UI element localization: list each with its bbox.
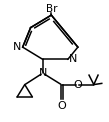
Text: N: N xyxy=(69,54,77,64)
Text: N: N xyxy=(39,68,47,78)
Text: N: N xyxy=(13,42,22,52)
Text: O: O xyxy=(73,80,82,90)
Text: O: O xyxy=(57,102,66,112)
Text: Br: Br xyxy=(46,4,57,14)
